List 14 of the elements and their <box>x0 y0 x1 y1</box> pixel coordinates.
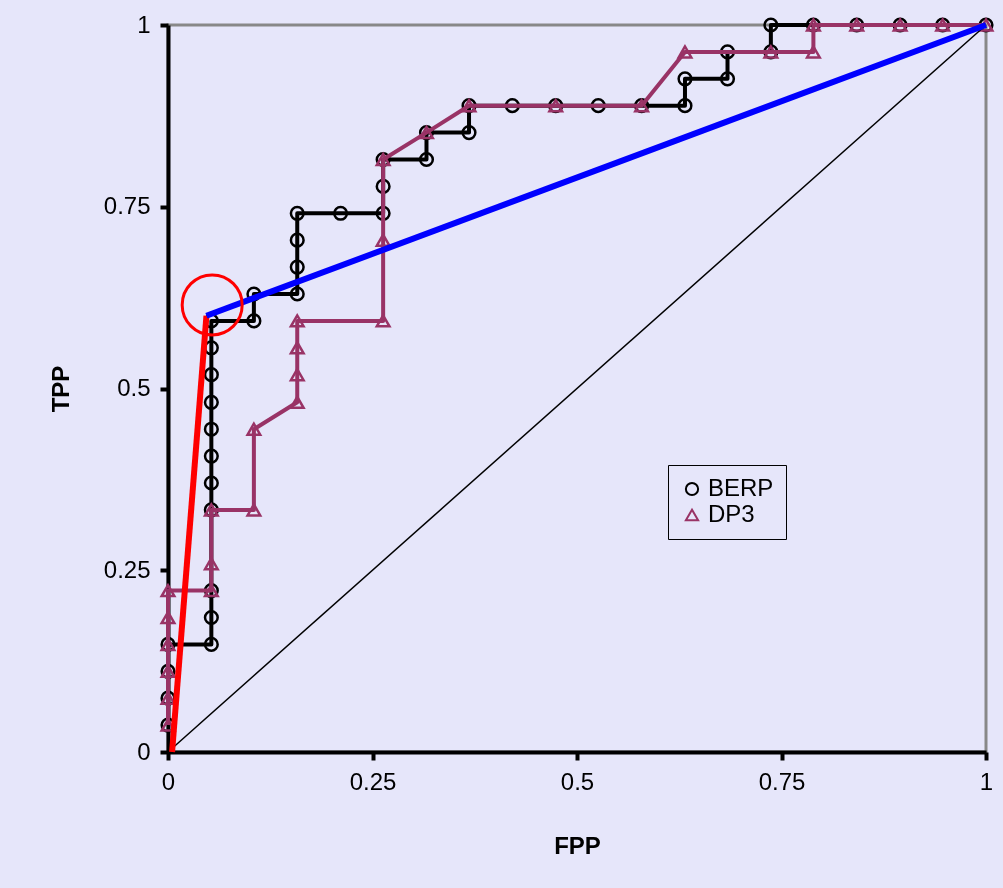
x-tick-label: 1 <box>979 767 994 795</box>
legend-label: BERP <box>708 474 774 501</box>
y-tick-label: 0.5 <box>117 374 151 401</box>
y-tick-label: 1 <box>137 10 151 38</box>
y-tick-label: 0.75 <box>103 192 151 220</box>
x-tick-label: 0.5 <box>560 767 595 795</box>
x-tick-label: 0.25 <box>349 767 397 795</box>
x-tick-label: 0.75 <box>758 767 806 795</box>
legend-label: DP3 <box>708 500 755 527</box>
y-axis-title: TPP <box>46 365 74 413</box>
y-tick-label: 0 <box>137 737 151 765</box>
x-tick-label: 0 <box>161 767 176 795</box>
y-tick-label: 0.25 <box>103 555 151 583</box>
x-axis-title: FPP <box>554 831 601 859</box>
